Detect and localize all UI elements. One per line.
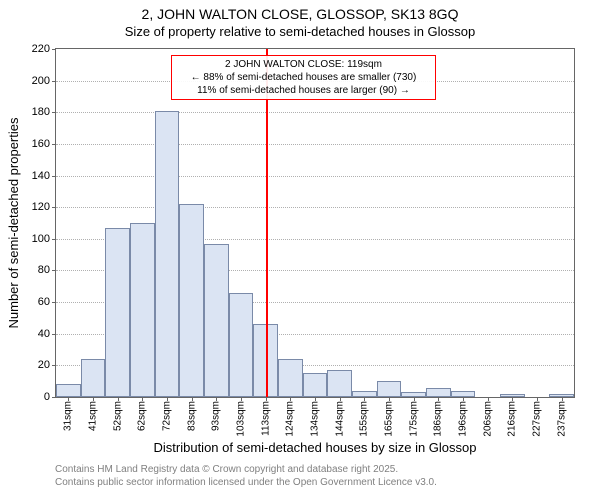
- histogram-bar: [130, 223, 155, 397]
- ytick-mark: [52, 49, 56, 50]
- xtick-label: 155sqm: [359, 401, 370, 437]
- histogram-bar: [179, 204, 204, 397]
- ytick-label: 200: [20, 75, 50, 87]
- gridline: [56, 112, 574, 114]
- ytick-label: 160: [20, 138, 50, 150]
- ytick-label: 60: [20, 296, 50, 308]
- xtick-label: 196sqm: [458, 401, 469, 437]
- xtick-label: 124sqm: [285, 401, 296, 437]
- xtick-label: 113sqm: [260, 401, 271, 436]
- ytick-label: 140: [20, 170, 50, 182]
- xtick-label: 41sqm: [88, 401, 99, 431]
- ytick-label: 80: [20, 264, 50, 276]
- xtick-label: 186sqm: [433, 401, 444, 437]
- ytick-mark: [52, 302, 56, 303]
- property-info-box: 2 JOHN WALTON CLOSE: 119sqm← 88% of semi…: [171, 55, 436, 100]
- histogram-bar: [204, 244, 229, 397]
- ytick-mark: [52, 207, 56, 208]
- ytick-label: 20: [20, 359, 50, 371]
- info-line-1: 2 JOHN WALTON CLOSE: 119sqm: [176, 58, 431, 71]
- ytick-label: 100: [20, 233, 50, 245]
- xtick-label: 227sqm: [532, 401, 543, 437]
- histogram-bar: [155, 111, 180, 397]
- histogram-bar: [426, 388, 451, 397]
- xtick-label: 31sqm: [63, 401, 74, 431]
- ytick-mark: [52, 270, 56, 271]
- histogram-bar: [229, 293, 254, 397]
- ytick-label: 120: [20, 201, 50, 213]
- ytick-mark: [52, 239, 56, 240]
- ytick-mark: [52, 112, 56, 113]
- xtick-label: 72sqm: [162, 401, 173, 431]
- y-axis-label: Number of semi-detached properties: [6, 48, 24, 398]
- histogram-bar: [327, 370, 352, 397]
- xtick-label: 144sqm: [334, 401, 345, 437]
- xtick-label: 62sqm: [137, 401, 148, 431]
- xtick-label: 216sqm: [507, 401, 518, 437]
- histogram-bar: [377, 381, 402, 397]
- xtick-label: 206sqm: [482, 401, 493, 437]
- ytick-label: 40: [20, 328, 50, 340]
- histogram-bar: [278, 359, 303, 397]
- xtick-label: 134sqm: [310, 401, 321, 437]
- xtick-label: 175sqm: [408, 401, 419, 437]
- plot-area: 02040608010012014016018020022031sqm41sqm…: [55, 48, 575, 398]
- xtick-label: 83sqm: [186, 401, 197, 431]
- ytick-mark: [52, 144, 56, 145]
- xtick-label: 93sqm: [211, 401, 222, 431]
- info-line-2: ← 88% of semi-detached houses are smalle…: [176, 71, 431, 84]
- chart-title-sub: Size of property relative to semi-detach…: [0, 24, 600, 39]
- histogram-bar: [56, 384, 81, 397]
- ytick-label: 0: [20, 391, 50, 403]
- xtick-label: 103sqm: [236, 401, 247, 437]
- ytick-label: 220: [20, 43, 50, 55]
- ytick-mark: [52, 81, 56, 82]
- gridline: [56, 144, 574, 146]
- info-line-3: 11% of semi-detached houses are larger (…: [176, 84, 431, 97]
- gridline: [56, 207, 574, 209]
- ytick-label: 180: [20, 106, 50, 118]
- histogram-bar: [81, 359, 106, 397]
- ytick-mark: [52, 334, 56, 335]
- gridline: [56, 176, 574, 178]
- credit-line-2: Contains public sector information licen…: [55, 477, 437, 488]
- histogram-chart: 2, JOHN WALTON CLOSE, GLOSSOP, SK13 8GQ …: [0, 0, 600, 500]
- chart-title-main: 2, JOHN WALTON CLOSE, GLOSSOP, SK13 8GQ: [0, 6, 600, 22]
- ytick-mark: [52, 397, 56, 398]
- ytick-mark: [52, 365, 56, 366]
- property-marker-line: [266, 49, 268, 397]
- xtick-label: 52sqm: [112, 401, 123, 431]
- histogram-bar: [303, 373, 328, 397]
- credit-line-1: Contains HM Land Registry data © Crown c…: [55, 464, 398, 475]
- histogram-bar: [105, 228, 130, 397]
- ytick-mark: [52, 176, 56, 177]
- xtick-label: 165sqm: [384, 401, 395, 437]
- xtick-label: 237sqm: [556, 401, 567, 437]
- credit-text: Contains HM Land Registry data © Crown c…: [55, 464, 575, 489]
- x-axis-label: Distribution of semi-detached houses by …: [55, 440, 575, 455]
